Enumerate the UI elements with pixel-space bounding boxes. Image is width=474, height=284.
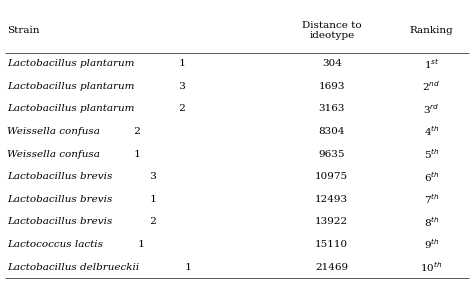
Text: 3: 3 (176, 82, 186, 91)
Text: 1: 1 (135, 240, 145, 249)
Text: 8$^{th}$: 8$^{th}$ (423, 215, 439, 229)
Text: 2: 2 (147, 217, 157, 226)
Text: Lactobacillus delbrueckii: Lactobacillus delbrueckii (7, 262, 139, 272)
Text: Lactobacillus plantarum: Lactobacillus plantarum (7, 59, 135, 68)
Text: 2$^{nd}$: 2$^{nd}$ (422, 80, 440, 93)
Text: 13922: 13922 (315, 217, 348, 226)
Text: 8304: 8304 (319, 127, 345, 136)
Text: 304: 304 (322, 59, 342, 68)
Text: 2: 2 (131, 127, 141, 136)
Text: 1: 1 (182, 262, 192, 272)
Text: Lactobacillus brevis: Lactobacillus brevis (7, 217, 112, 226)
Text: Distance to
ideotype: Distance to ideotype (302, 21, 362, 40)
Text: 1693: 1693 (319, 82, 345, 91)
Text: 5$^{th}$: 5$^{th}$ (423, 147, 439, 161)
Text: 1: 1 (131, 150, 141, 159)
Text: 3163: 3163 (319, 105, 345, 114)
Text: Lactobacillus plantarum: Lactobacillus plantarum (7, 82, 135, 91)
Text: 3: 3 (147, 172, 157, 181)
Text: 2: 2 (176, 105, 186, 114)
Text: Ranking: Ranking (410, 26, 453, 35)
Text: Weissella confusa: Weissella confusa (7, 127, 100, 136)
Text: Strain: Strain (7, 26, 40, 35)
Text: Lactococcus lactis: Lactococcus lactis (7, 240, 103, 249)
Text: 7$^{th}$: 7$^{th}$ (423, 192, 439, 206)
Text: 21469: 21469 (315, 262, 348, 272)
Text: Lactobacillus brevis: Lactobacillus brevis (7, 172, 112, 181)
Text: 1$^{st}$: 1$^{st}$ (424, 57, 439, 71)
Text: 9635: 9635 (319, 150, 345, 159)
Text: 10975: 10975 (315, 172, 348, 181)
Text: 1: 1 (176, 59, 186, 68)
Text: Lactobacillus brevis: Lactobacillus brevis (7, 195, 112, 204)
Text: Lactobacillus plantarum: Lactobacillus plantarum (7, 105, 135, 114)
Text: 10$^{th}$: 10$^{th}$ (420, 260, 442, 274)
Text: 3$^{rd}$: 3$^{rd}$ (423, 102, 439, 116)
Text: 4$^{th}$: 4$^{th}$ (423, 125, 439, 139)
Text: 1: 1 (147, 195, 157, 204)
Text: 15110: 15110 (315, 240, 348, 249)
Text: 9$^{th}$: 9$^{th}$ (423, 237, 439, 251)
Text: Weissella confusa: Weissella confusa (7, 150, 100, 159)
Text: 6$^{th}$: 6$^{th}$ (423, 170, 439, 184)
Text: 12493: 12493 (315, 195, 348, 204)
